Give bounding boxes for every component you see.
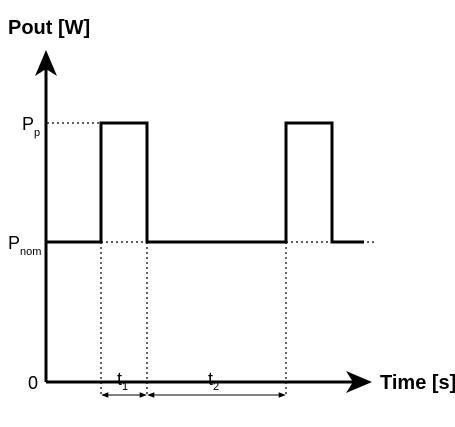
y-axis-label: Pout [W] <box>8 17 90 39</box>
x-axis-arrowhead <box>346 371 372 393</box>
nominal-level-subscript: nom <box>20 246 41 258</box>
nominal-level-symbol: P <box>8 233 20 253</box>
peak-level-symbol: P <box>22 114 34 134</box>
x-axis-label: Time [s] <box>380 372 455 394</box>
t1-label: t1 <box>117 369 128 393</box>
t2-symbol: t <box>208 369 213 389</box>
t1-symbol: t <box>117 369 122 389</box>
power-waveform <box>46 121 364 244</box>
origin-label: 0 <box>28 373 38 393</box>
y-axis-arrowhead <box>35 50 57 76</box>
nominal-level-label: Pnom <box>8 233 41 258</box>
t2-label: t2 <box>208 369 219 393</box>
peak-level-subscript: p <box>34 127 40 139</box>
peak-level-label: Pp <box>22 114 40 139</box>
t1-subscript: 1 <box>122 381 128 393</box>
t2-subscript: 2 <box>213 381 219 393</box>
